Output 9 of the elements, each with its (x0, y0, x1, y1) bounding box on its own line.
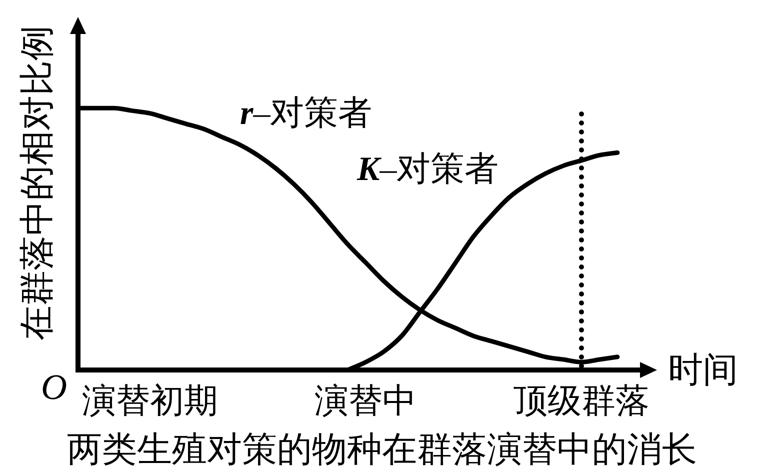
x-axis-title: 时间 (668, 350, 738, 390)
x-tick-label: 演替初期 (82, 383, 218, 420)
series-name: K–对策者 (357, 151, 499, 188)
x-tick-label: 顶级群落 (513, 383, 650, 420)
x-tick-label: 演替中 (314, 383, 417, 420)
series-name: r–对策者 (240, 95, 372, 132)
title: 两类生殖对策的物种在群落演替中的消长 (67, 430, 697, 469)
y-axis-title: 在群落中的相对比例 (18, 26, 56, 340)
annotation: O (41, 367, 67, 407)
